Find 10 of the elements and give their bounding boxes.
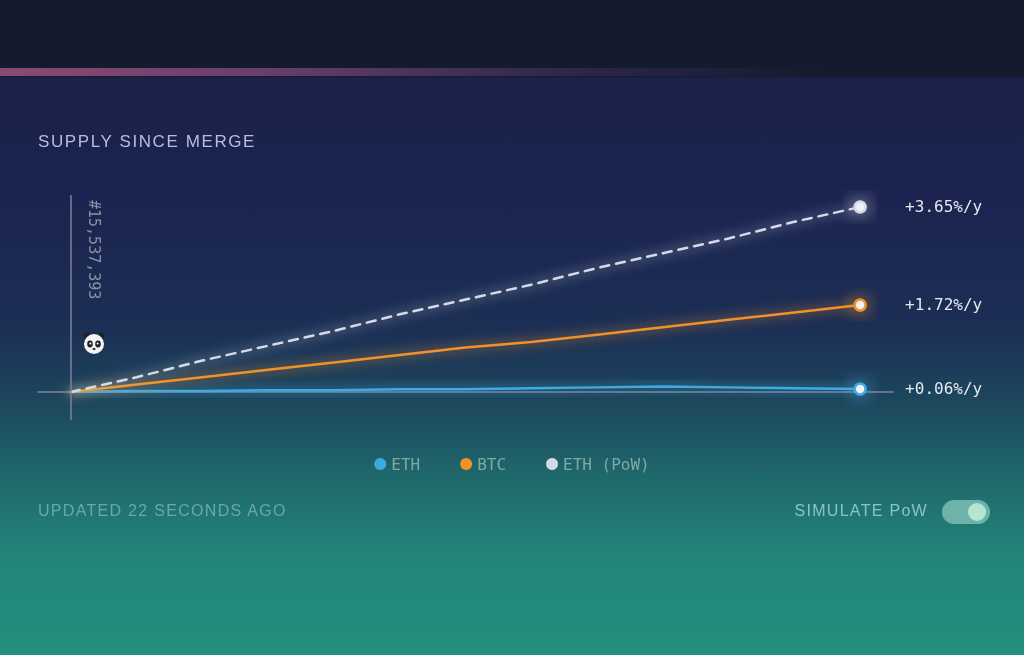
text: UPDATED 22 SECONDS AGO (38, 502, 287, 520)
text: +0.06%/y (905, 379, 983, 399)
legend-label: ETH (PoW) (563, 454, 650, 474)
annotation: #15,537,393 (84, 200, 103, 300)
text: +1.72%/y (905, 295, 983, 315)
legend-label: ETH (391, 454, 421, 474)
text: +3.65%/y (905, 197, 983, 216)
text: SIMULATE PoW (794, 502, 928, 520)
chart-title: SUPPLY SINCE MERGE (38, 132, 257, 152)
legend-label: BTC (477, 454, 507, 474)
